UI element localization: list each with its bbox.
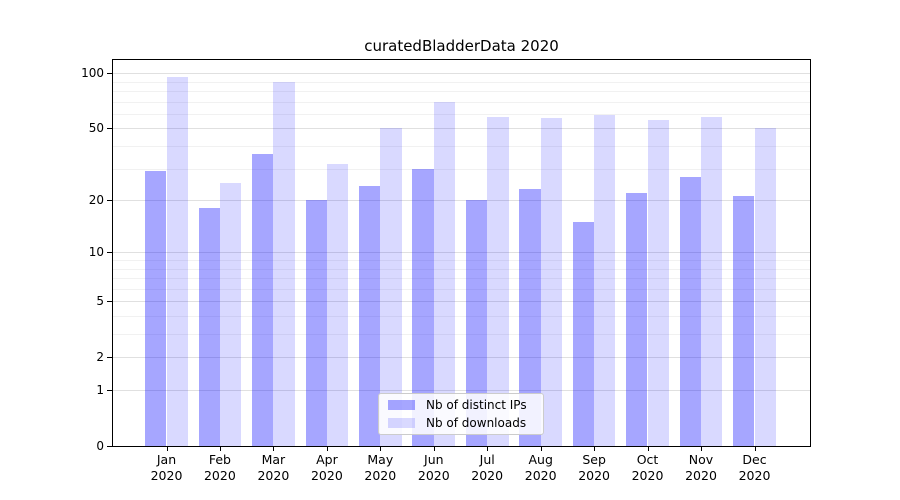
gridline-major-10 [113, 252, 810, 254]
x-tick-mark-jan [166, 447, 168, 451]
gridline-minor-90 [113, 81, 810, 83]
x-tick-mark-feb [219, 447, 221, 451]
gridline-minor-60 [113, 114, 810, 115]
bar-nb-of-distinct-ips-jan [145, 171, 167, 446]
bar-nb-of-distinct-ips-feb [198, 208, 220, 446]
legend-swatch-downloads [388, 418, 415, 428]
y-tick-label-5: 5 [96, 294, 104, 309]
bar-nb-of-downloads-jun [433, 101, 456, 446]
gridline-minor-70 [113, 101, 810, 103]
y-tick-label-2: 2 [96, 350, 104, 365]
bar-nb-of-distinct-ips-mar [252, 154, 274, 446]
y-tick-label-20: 20 [88, 193, 104, 208]
y-tick-mark-10 [107, 252, 112, 254]
gridline-major-20 [113, 200, 810, 202]
bar-nb-of-distinct-ips-oct [626, 192, 648, 446]
x-tick-mark-aug [540, 447, 542, 451]
x-tick-mark-may [380, 447, 382, 451]
gridline-minor-40 [113, 146, 810, 148]
x-tick-mark-jul [487, 447, 489, 451]
x-tick-mark-nov [701, 447, 702, 451]
x-tick-mark-apr [326, 447, 328, 451]
bar-nb-of-downloads-feb [220, 182, 242, 446]
x-tick-mark-mar [273, 447, 275, 451]
x-tick-label-feb: Feb 2020 [203, 452, 236, 483]
legend-label-distinct-ips: Nb of distinct IPs [426, 397, 527, 412]
chart-title: curatedBladderData 2020 [364, 37, 559, 55]
y-tick-mark-50 [107, 128, 112, 130]
legend-swatch-distinct-ips [388, 400, 415, 410]
gridline-minor-80 [113, 91, 810, 93]
legend-item-distinct-ips: Nb of distinct IPs [388, 398, 534, 413]
x-tick-mark-oct [647, 447, 649, 451]
bar-nb-of-distinct-ips-jun [412, 168, 434, 446]
x-tick-label-may: May 2020 [364, 452, 397, 483]
bar-nb-of-downloads-aug [540, 118, 563, 446]
x-tick-label-sep: Sep 2020 [578, 452, 610, 483]
gridline-minor-30 [113, 168, 810, 170]
gridline-minor-9 [113, 260, 810, 261]
gridline-major-2 [113, 357, 810, 359]
y-tick-label-100: 100 [81, 66, 104, 81]
x-tick-mark-jun [433, 447, 435, 451]
legend: Nb of distinct IPs Nb of downloads [378, 393, 544, 435]
bar-nb-of-downloads-nov [701, 116, 723, 446]
y-tick-mark-100 [107, 73, 112, 75]
x-tick-label-jan: Jan 2020 [150, 452, 183, 483]
legend-label-downloads: Nb of downloads [426, 415, 527, 430]
bar-nb-of-distinct-ips-dec [733, 196, 755, 446]
plot-area: Nb of distinct IPs Nb of downloads [112, 59, 811, 447]
x-tick-label-mar: Mar 2020 [257, 452, 290, 483]
y-tick-label-0: 0 [96, 439, 104, 453]
bar-nb-of-downloads-apr [326, 163, 349, 446]
bar-nb-of-downloads-may [380, 128, 402, 446]
gridline-major-100 [113, 73, 810, 75]
y-tick-mark-0 [107, 446, 112, 447]
y-tick-mark-5 [107, 301, 112, 303]
gridline-minor-6 [113, 288, 810, 290]
bar-nb-of-downloads-mar [273, 81, 295, 446]
bar-nb-of-downloads-sep [594, 115, 616, 446]
legend-item-downloads: Nb of downloads [388, 416, 534, 431]
bar-nb-of-downloads-dec [754, 128, 776, 446]
x-tick-label-oct: Oct 2020 [631, 452, 664, 483]
y-tick-label-1: 1 [96, 383, 104, 397]
bar-nb-of-distinct-ips-may [358, 186, 381, 446]
x-tick-label-aug: Aug 2020 [524, 452, 557, 483]
bar-nb-of-distinct-ips-sep [572, 222, 595, 446]
gridline-major-1 [113, 390, 810, 391]
gridline-minor-7 [113, 278, 810, 279]
x-tick-mark-sep [594, 447, 596, 451]
bar-nb-of-downloads-jan [166, 77, 188, 446]
bar-nb-of-distinct-ips-nov [679, 176, 701, 446]
x-tick-label-dec: Dec 2020 [738, 452, 771, 483]
gridline-minor-8 [113, 268, 810, 270]
x-tick-label-jul: Jul 2020 [471, 452, 504, 483]
y-tick-label-10: 10 [88, 245, 104, 260]
x-tick-label-apr: Apr 2020 [310, 452, 343, 483]
gridline-minor-4 [113, 316, 810, 317]
bar-nb-of-distinct-ips-aug [519, 189, 541, 446]
bar-nb-of-distinct-ips-apr [305, 200, 327, 446]
gridline-major-5 [113, 301, 810, 303]
y-tick-mark-1 [107, 390, 112, 391]
bar-nb-of-distinct-ips-jul [465, 200, 488, 446]
y-tick-mark-2 [107, 357, 112, 359]
x-tick-mark-dec [754, 447, 756, 451]
x-tick-label-nov: Nov 2020 [685, 452, 717, 483]
x-tick-label-jun: Jun 2020 [417, 452, 450, 483]
gridline-major-50 [113, 128, 810, 130]
bar-nb-of-downloads-jul [487, 116, 509, 446]
bar-nb-of-downloads-oct [647, 119, 669, 446]
y-tick-label-50: 50 [88, 121, 104, 136]
gridline-minor-3 [113, 334, 810, 335]
y-tick-mark-20 [107, 200, 112, 202]
